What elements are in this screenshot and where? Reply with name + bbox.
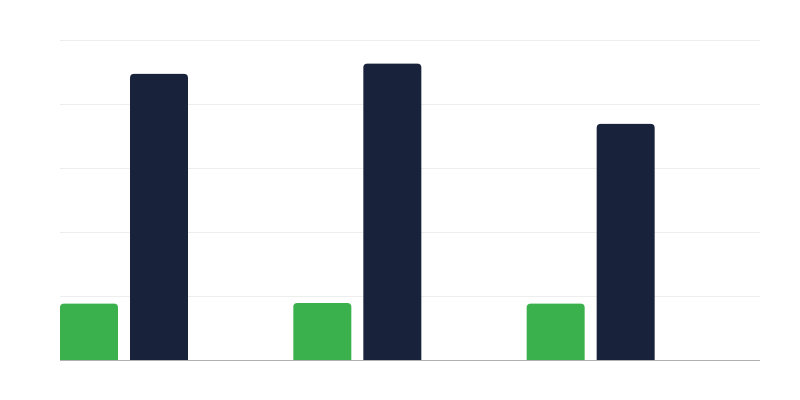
bar-series-2-category-2: [363, 63, 422, 361]
bar-series-2-category-3: [596, 123, 655, 360]
bar-series-1-category-2: [293, 303, 352, 360]
bar-series-1-category-3: [526, 303, 585, 360]
bars: [60, 63, 655, 361]
bar-series-2-category-1: [130, 73, 188, 361]
bar-series-1-category-1: [60, 303, 118, 360]
